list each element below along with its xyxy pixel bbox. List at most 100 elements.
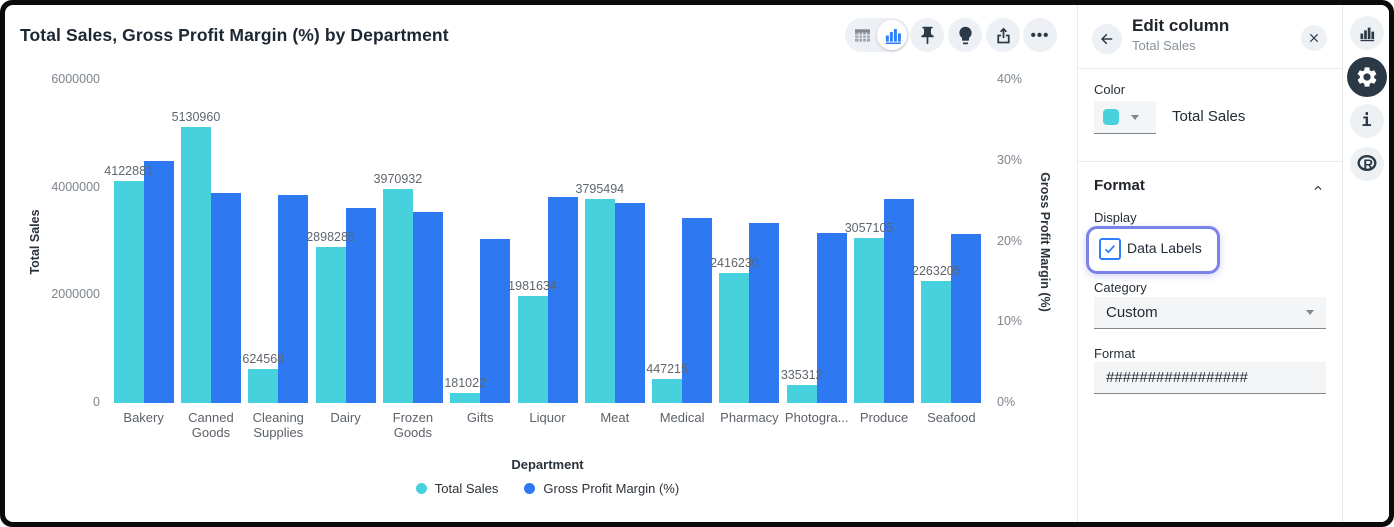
bar-gross-profit-margin[interactable] [480,239,511,403]
panel-title: Edit column [1132,16,1230,35]
ellipsis-icon: ••• [1030,26,1050,44]
back-arrow-icon [1101,33,1113,45]
pin-button[interactable] [910,18,944,52]
category-select-value: Custom [1106,304,1158,321]
bar-total-sales[interactable] [921,281,952,403]
category-select[interactable]: Custom [1094,297,1326,329]
bar-total-sales[interactable] [382,189,413,403]
x-axis-label: Frozen Goods [392,410,434,440]
format-input[interactable]: ################# [1094,362,1326,394]
legend-dot-icon [415,483,427,494]
bar-total-sales[interactable] [113,181,144,403]
chart-area: 0 2000000 4000000 6000000 0% 10% 20% 30% 40% Tota… [5,5,1077,522]
bar-gross-profit-margin[interactable] [614,202,645,403]
y-axis-title-right: Gross Profit Margin (%) [1038,171,1052,312]
x-axis-label: Pharmacy [720,410,779,425]
insights-button[interactable] [948,18,982,52]
r-logo-icon: R [1356,154,1377,172]
bar-total-sales[interactable] [248,369,279,403]
rail-info-button[interactable]: i [1349,104,1384,138]
display-label: Display [1094,210,1137,225]
edit-column-panel: Edit column Total Sales Color Total Sale… [1077,5,1343,522]
bar-total-sales[interactable] [180,126,211,403]
color-series-name: Total Sales [1172,108,1246,125]
color-dropdown[interactable] [1094,101,1156,134]
data-labels-checkbox-label: Data Labels [1127,240,1202,256]
data-label: 4122881 [104,164,153,179]
legend-dot-icon [524,483,536,494]
bar-gross-profit-margin[interactable] [682,218,713,403]
bar-gross-profit-margin[interactable] [210,193,241,403]
x-axis-title: Department [511,457,584,472]
color-label: Color [1094,82,1126,97]
data-label: 1981634 [508,279,557,294]
x-axis-label: Canned Goods [188,410,234,440]
format-label: Format [1094,346,1136,361]
data-label: 3795494 [575,181,625,196]
data-label: 3970932 [373,172,423,187]
bar-total-sales[interactable] [584,198,615,403]
lightbulb-icon [958,26,972,44]
bar-gross-profit-margin[interactable] [547,197,578,403]
panel-subtitle: Total Sales [1132,38,1196,53]
data-label: 447215 [646,361,688,376]
bar-total-sales[interactable] [786,384,817,403]
svg-text:R: R [1363,157,1373,172]
y-axis-tick-left: 0 [93,395,100,409]
chart-view-button[interactable] [877,20,907,50]
close-button[interactable] [1301,25,1327,51]
divider [1078,161,1343,162]
legend-item[interactable]: Gross Profit Margin (%) [524,481,679,496]
data-label: 3057105 [844,221,894,236]
caret-down-icon [1131,114,1139,120]
bar-gross-profit-margin[interactable] [951,234,982,403]
x-axis-label: Dairy [330,410,361,425]
bar-gross-profit-margin[interactable] [749,222,780,403]
chart-region: Total Sales, Gross Profit Margin (%) by … [5,5,1077,522]
legend-item[interactable]: Total Sales [415,481,499,496]
export-button[interactable] [986,18,1020,52]
data-label: 335312 [780,367,823,382]
more-button[interactable]: ••• [1023,18,1057,52]
x-axis-label: Medical [659,410,705,425]
bar-total-sales[interactable] [450,393,481,403]
bar-gross-profit-margin[interactable] [278,194,309,403]
data-label: 2898285 [306,229,355,244]
x-axis-label: Photogra... [784,410,849,425]
bar-total-sales[interactable] [315,246,346,403]
legend-label: Gross Profit Margin (%) [543,481,680,496]
color-swatch [1103,109,1119,125]
bar-gross-profit-margin[interactable] [412,212,443,403]
rail-chart-button[interactable] [1349,16,1384,50]
y-axis-title-left: Total Sales [28,208,42,275]
bar-gross-profit-margin[interactable] [816,232,847,403]
chart-toolbar: ••• [5,18,1077,54]
data-labels-checkbox[interactable] [1099,238,1121,260]
table-view-button[interactable] [847,20,877,50]
back-button[interactable] [1092,24,1122,54]
format-section-title: Format [1094,177,1145,194]
page-title: Total Sales, Gross Profit Margin (%) by … [20,25,449,45]
bar-gross-profit-margin[interactable] [143,160,174,403]
divider [1078,68,1343,69]
close-icon [1309,33,1319,43]
x-axis-label: Cleaning Supplies [252,410,304,440]
app-window: Total Sales, Gross Profit Margin (%) by … [5,5,1389,522]
legend-label: Total Sales [434,481,499,496]
bar-chart-icon [1360,27,1375,41]
rail-r-button[interactable]: R [1349,147,1384,181]
info-icon: i [1361,110,1372,131]
bar-total-sales[interactable] [719,272,750,403]
bar-gross-profit-margin[interactable] [884,198,915,403]
chevron-up-icon[interactable] [1311,181,1325,195]
bar-total-sales[interactable] [517,296,548,403]
view-toggle [845,18,909,52]
bar-total-sales[interactable] [854,238,885,403]
rail-settings-button[interactable] [1346,57,1387,97]
icon-rail: i R [1342,5,1389,522]
bar-total-sales[interactable] [652,378,683,403]
gear-icon [1357,67,1376,87]
x-axis-label: Gifts [466,410,494,425]
bar-gross-profit-margin[interactable] [345,207,376,403]
